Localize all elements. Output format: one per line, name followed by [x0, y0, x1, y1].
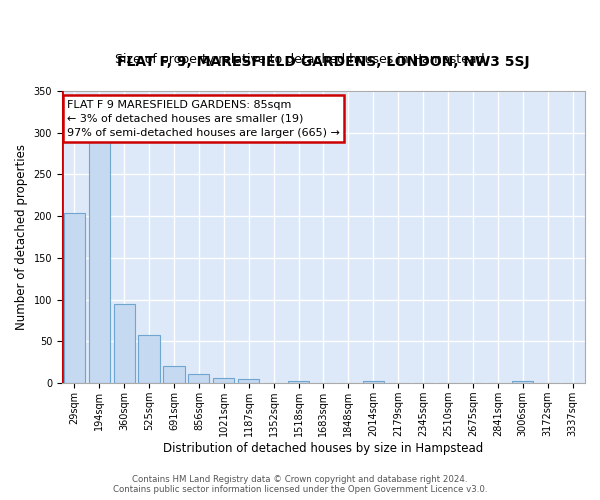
Bar — [163, 366, 185, 383]
Bar — [113, 304, 135, 383]
Title: FLAT F, 9, MARESFIELD GARDENS, LONDON, NW3 5SJ: FLAT F, 9, MARESFIELD GARDENS, LONDON, N… — [117, 55, 530, 69]
Bar — [64, 213, 85, 383]
Bar — [362, 380, 384, 383]
Bar — [89, 140, 110, 383]
Bar — [512, 380, 533, 383]
Bar — [238, 379, 259, 383]
Text: FLAT F 9 MARESFIELD GARDENS: 85sqm
← 3% of detached houses are smaller (19)
97% : FLAT F 9 MARESFIELD GARDENS: 85sqm ← 3% … — [67, 100, 340, 138]
X-axis label: Distribution of detached houses by size in Hampstead: Distribution of detached houses by size … — [163, 442, 484, 455]
Text: Contains HM Land Registry data © Crown copyright and database right 2024.
Contai: Contains HM Land Registry data © Crown c… — [113, 474, 487, 494]
Bar — [188, 374, 209, 383]
Y-axis label: Number of detached properties: Number of detached properties — [15, 144, 28, 330]
Bar — [139, 335, 160, 383]
Text: Size of property relative to detached houses in Hampstead: Size of property relative to detached ho… — [115, 52, 485, 66]
Bar — [288, 380, 309, 383]
Bar — [213, 378, 235, 383]
